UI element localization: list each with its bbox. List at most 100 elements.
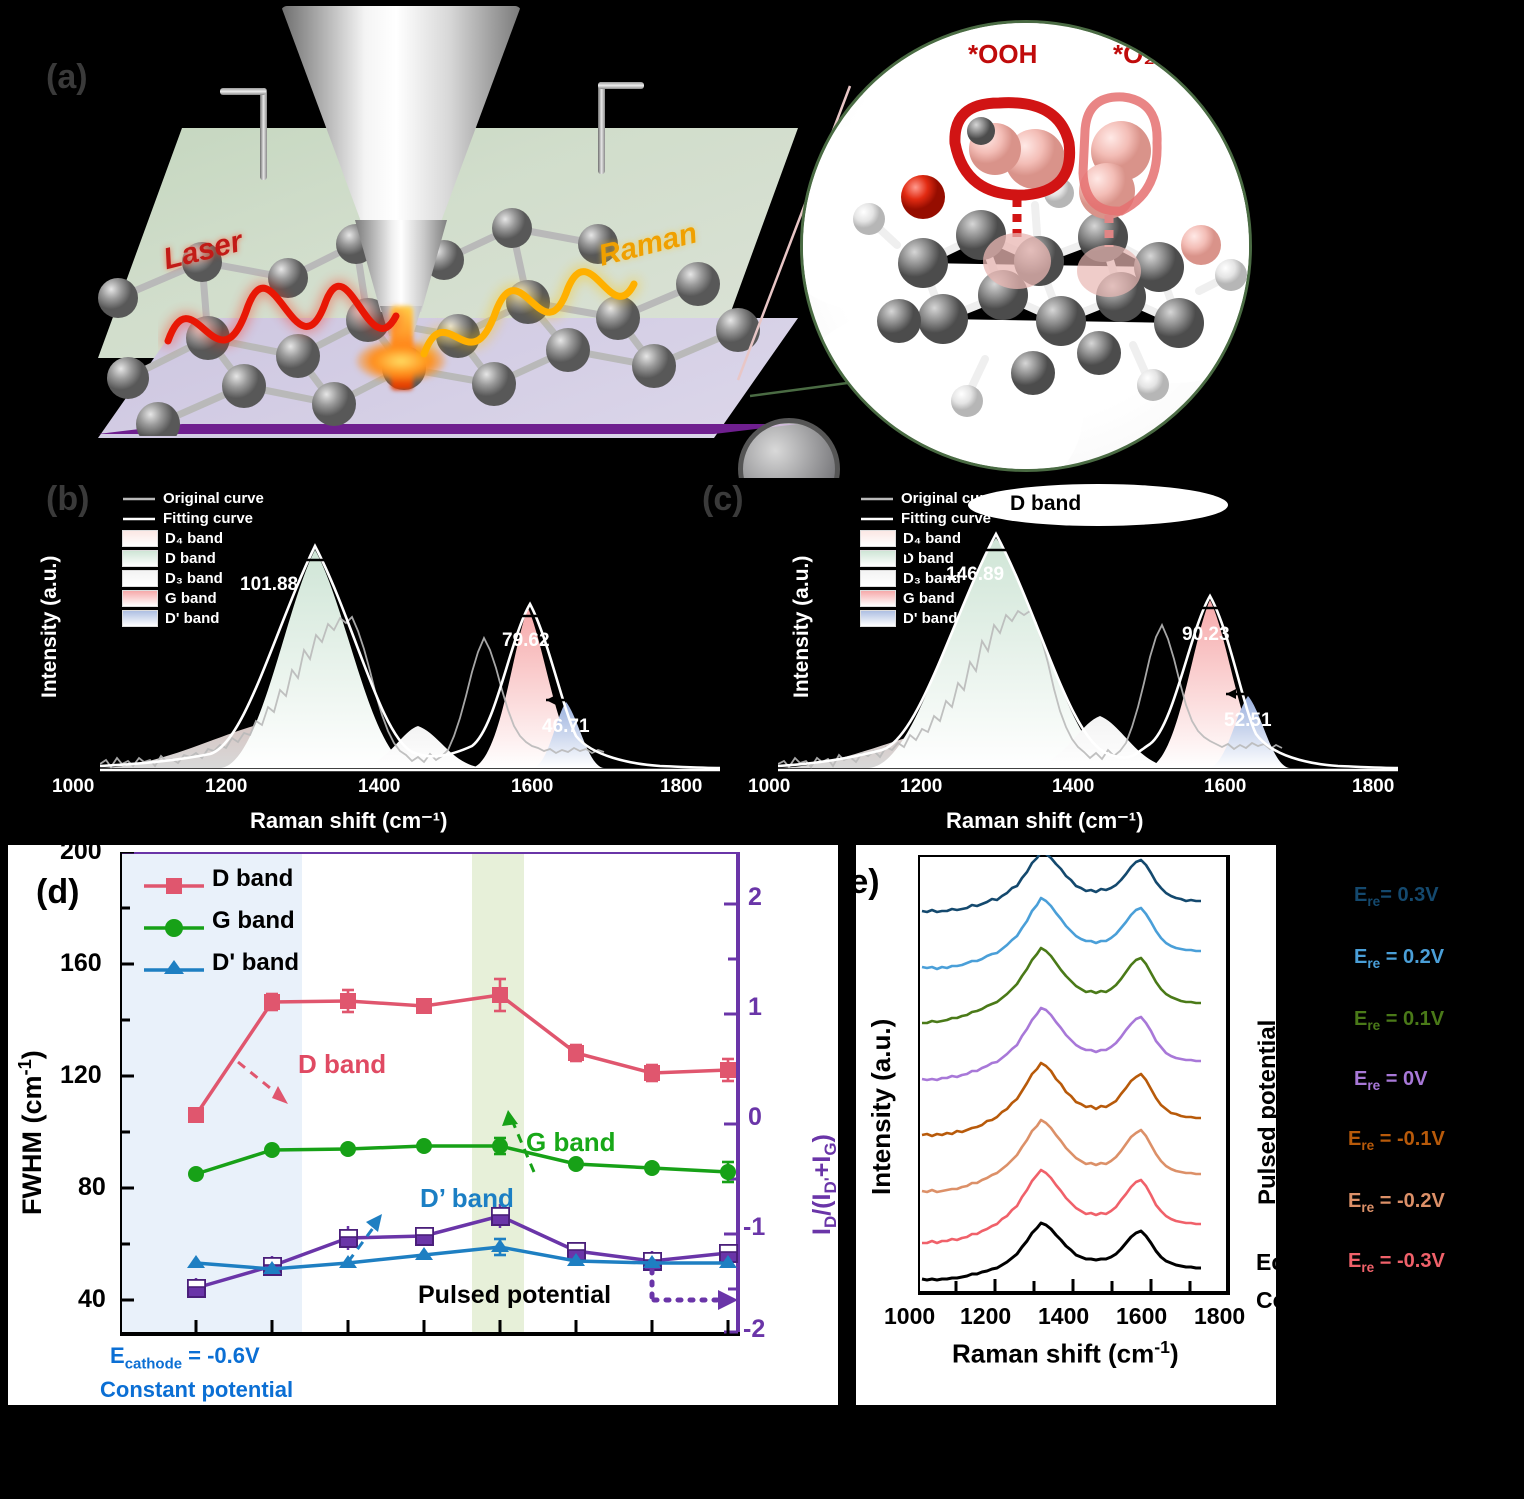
panel-d-ytick: 40 [78, 1285, 106, 1313]
molecule-structure [853, 92, 1247, 417]
legend-item: Original curve [122, 488, 264, 508]
panel-d-letter: (d) [36, 873, 80, 911]
panel-d-ytick: 160 [60, 949, 102, 977]
panel-e-side-label: Ere= 0.3V [1354, 884, 1439, 909]
lens-body [281, 6, 521, 226]
panel-c-xlabel: Raman shift (cm⁻¹) [946, 808, 1144, 833]
legend-label: D band [903, 549, 954, 567]
panel-b-ylabel: Intensity (a.u.) [38, 555, 61, 698]
panel-d-ytick: 80 [78, 1173, 106, 1201]
panel-d-ytick-right: 0 [748, 1103, 762, 1131]
panel-e-plot-area [918, 855, 1230, 1295]
panel-b-xtick: 1200 [205, 776, 248, 797]
panel-d-ytick: 200 [60, 837, 102, 865]
panel-e-ylabel: Intensity (a.u.) [866, 1018, 896, 1195]
legend-item: D' band [860, 608, 1002, 628]
patch-swatch-icon [122, 529, 158, 547]
panel-b-legend: Original curve Fitting curve D₄ band D b… [122, 488, 264, 628]
panel-d-ytick: 120 [60, 1061, 102, 1089]
legend-item: D band [122, 548, 264, 568]
species-ooh-label: *OOH [968, 39, 1038, 69]
panel-e-side-label: Ere = 0.1V [1354, 1008, 1445, 1033]
panel-b-spectrum: (b) Intensity (a.u.) Original curve Fitt… [0, 478, 760, 845]
line-swatch-icon [861, 517, 893, 520]
patch-swatch-icon [860, 609, 896, 627]
panel-b-fwhm-dp: 46.71 [542, 716, 590, 737]
legend-label: D band [165, 549, 216, 567]
electrode-pin-right [598, 82, 605, 174]
panel-e-xtick: 1800 [1194, 1303, 1246, 1329]
legend-label: Original curve [163, 489, 264, 507]
ratio-series-line [195, 1214, 729, 1290]
panel-c-xtick: 1200 [900, 776, 943, 797]
panel-b-xtick: 1000 [52, 776, 95, 797]
panel-e-bottom-label-constant: Co [1256, 1287, 1287, 1313]
panel-b-letter: (b) [46, 480, 90, 518]
panel-d-legend-label: D' band [212, 949, 300, 976]
panel-e-side-label: Ere = -0.2V [1348, 1190, 1445, 1215]
panel-b-xlabel: Raman shift (cm⁻¹) [250, 808, 448, 833]
panel-d-ylabel-right: ID/(ID'+IG) [808, 1134, 840, 1235]
substrate-edge [98, 424, 798, 434]
legend-label: D' band [903, 609, 958, 627]
panel-d-plot-area [120, 852, 740, 1336]
panel-c-fwhm-dp: 52.51 [1224, 710, 1272, 731]
panel-c-xtick: 1400 [1052, 776, 1095, 797]
electrode-pin-left [260, 88, 267, 180]
panel-e-vertical-label: Pulsed potential [1254, 1019, 1281, 1205]
patch-swatch-icon [860, 549, 896, 567]
panel-d-legend-label: D band [212, 865, 294, 892]
panel-b-xtick: 1800 [660, 776, 703, 797]
electrode-pin-left-top [220, 88, 266, 95]
line-swatch-icon [861, 497, 893, 500]
patch-swatch-icon [122, 609, 158, 627]
dprime-band-series-line [195, 1245, 728, 1271]
panel-d-pulsed-potential-label: Pulsed potential [418, 1281, 612, 1309]
panel-e-side-label: Ere = -0.1V [1348, 1128, 1445, 1153]
panel-c-fwhm-d: 146.89 [946, 564, 1005, 585]
patch-swatch-icon [122, 569, 158, 587]
panel-a-letter: (a) [46, 58, 88, 96]
legend-item: D₄ band [860, 528, 1002, 548]
d-band-series-line [194, 993, 729, 1116]
laser-hotspot [356, 340, 446, 382]
electrode-pin-right-top [598, 82, 644, 89]
legend-label: D₃ band [165, 569, 223, 587]
g-band-series-line [195, 1144, 729, 1176]
panel-d-fwhm-chart: (d) FWHM (cm-1) ID/(ID'+IG) 200 160 120 … [8, 837, 840, 1405]
legend-label: G band [165, 589, 217, 607]
panel-b-fwhm-d: 101.88 [240, 574, 299, 595]
panel-c-plot [778, 531, 1398, 772]
panel-e-side-label: Ere = -0.3V [1348, 1250, 1445, 1275]
panel-e-xtick: 1200 [960, 1303, 1012, 1329]
panel-b-plot [100, 543, 720, 772]
panel-c-xtick: 1000 [748, 776, 791, 797]
panel-d-ytick-right: 1 [748, 993, 762, 1021]
panel-d-dprime-band-annotation: D’ band [420, 1183, 514, 1213]
legend-item: D band [860, 548, 1002, 568]
legend-item: Fitting curve [122, 508, 264, 528]
raman-schematic-scene: Laser Raman [98, 6, 882, 528]
legend-item: D' band [122, 608, 264, 628]
panel-d-d-band-annotation: D band [298, 1049, 387, 1079]
laser-wave-icon [162, 280, 402, 347]
panel-d-constant-potential-label: Constant potential [100, 1377, 294, 1402]
legend-label: D' band [165, 609, 220, 627]
panel-c-letter: (c) [702, 480, 744, 518]
panel-d-ytick-right: -2 [743, 1315, 766, 1343]
panel-c-xtick: 1600 [1204, 776, 1247, 797]
legend-label: D₄ band [165, 529, 223, 547]
patch-swatch-icon [122, 589, 158, 607]
panel-e-letter: (e) [838, 863, 880, 901]
panel-d-legend-marks [144, 878, 204, 974]
panel-e-xtick: 1600 [1116, 1303, 1168, 1329]
legend-item: D₃ band [122, 568, 264, 588]
panel-c-legend: Original curve Fitting curve D₄ band D b… [860, 488, 1002, 628]
d-band-callout-bubble [968, 484, 1228, 526]
panel-d-cathode-label: Ecathode = -0.6V [110, 1343, 260, 1373]
panel-c-xtick: 1800 [1352, 776, 1395, 797]
panel-e-xtick: 1400 [1038, 1303, 1090, 1329]
line-swatch-icon [123, 497, 155, 500]
graphene-lattice [98, 208, 760, 436]
legend-label: Fitting curve [163, 509, 254, 527]
